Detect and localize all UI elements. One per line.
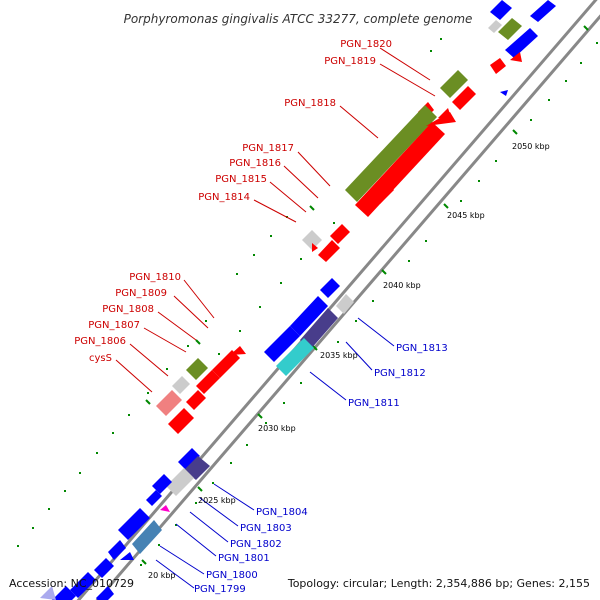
gene-label[interactable]: PGN_1819 bbox=[324, 56, 376, 67]
gene-label[interactable]: PGN_1802 bbox=[230, 539, 282, 550]
gene-label[interactable]: PGN_1817 bbox=[242, 143, 294, 154]
accession-text: Accession: NC_010729 bbox=[9, 577, 134, 590]
gene-label[interactable]: PGN_1807 bbox=[88, 320, 140, 331]
tick-label: 2025 kbp bbox=[198, 496, 236, 505]
topology-summary: Topology: circular; Length: 2,354,886 bp… bbox=[287, 577, 590, 590]
gene-label[interactable]: PGN_1799 bbox=[194, 584, 246, 595]
tick-label: 2040 kbp bbox=[383, 281, 421, 290]
gene-label[interactable]: PGN_1815 bbox=[215, 174, 267, 185]
gene-label[interactable]: PGN_1820 bbox=[340, 39, 392, 50]
tick-marks bbox=[17, 25, 598, 566]
gene-labels-left: PGN_1820 PGN_1819 PGN_1818 PGN_1817 PGN_… bbox=[74, 39, 392, 364]
gene-label[interactable]: PGN_1810 bbox=[129, 272, 181, 283]
gene-label[interactable]: PGN_1813 bbox=[396, 343, 448, 354]
gene-label[interactable]: PGN_1800 bbox=[206, 570, 258, 581]
gene-label[interactable]: PGN_1801 bbox=[218, 553, 270, 564]
map-title: Porphyromonas gingivalis ATCC 33277, com… bbox=[124, 12, 473, 26]
tick-label: 2045 kbp bbox=[447, 211, 485, 220]
gene-label[interactable]: PGN_1818 bbox=[284, 98, 336, 109]
gene-label[interactable]: PGN_1816 bbox=[229, 158, 281, 169]
gene-label[interactable]: cysS bbox=[89, 353, 112, 364]
leader-lines-left bbox=[115, 47, 436, 393]
gene-label[interactable]: PGN_1808 bbox=[102, 304, 154, 315]
gene-label[interactable]: PGN_1814 bbox=[198, 192, 250, 203]
gene-label[interactable]: PGN_1809 bbox=[115, 288, 167, 299]
tick-label: 2030 kbp bbox=[258, 424, 296, 433]
tick-label: 2035 kbp bbox=[320, 351, 358, 360]
gene-glyphs-right bbox=[40, 278, 354, 600]
leader-lines-right bbox=[155, 317, 395, 589]
tick-label: 20 kbp bbox=[148, 571, 176, 580]
tick-labels: 2050 kbp 2045 kbp 2040 kbp 2035 kbp 2030… bbox=[148, 142, 550, 580]
backbone-line bbox=[76, 0, 598, 600]
tick-label: 2050 kbp bbox=[512, 142, 550, 151]
gene-label[interactable]: PGN_1811 bbox=[348, 398, 400, 409]
gene-glyphs-left bbox=[156, 0, 556, 434]
gene-label[interactable]: PGN_1812 bbox=[374, 368, 426, 379]
gene-labels-right: PGN_1813 PGN_1812 PGN_1811 PGN_1804 PGN_… bbox=[194, 343, 448, 595]
gene-label[interactable]: PGN_1804 bbox=[256, 507, 308, 518]
gene-label[interactable]: PGN_1806 bbox=[74, 336, 126, 347]
gene-label[interactable]: PGN_1803 bbox=[240, 523, 292, 534]
